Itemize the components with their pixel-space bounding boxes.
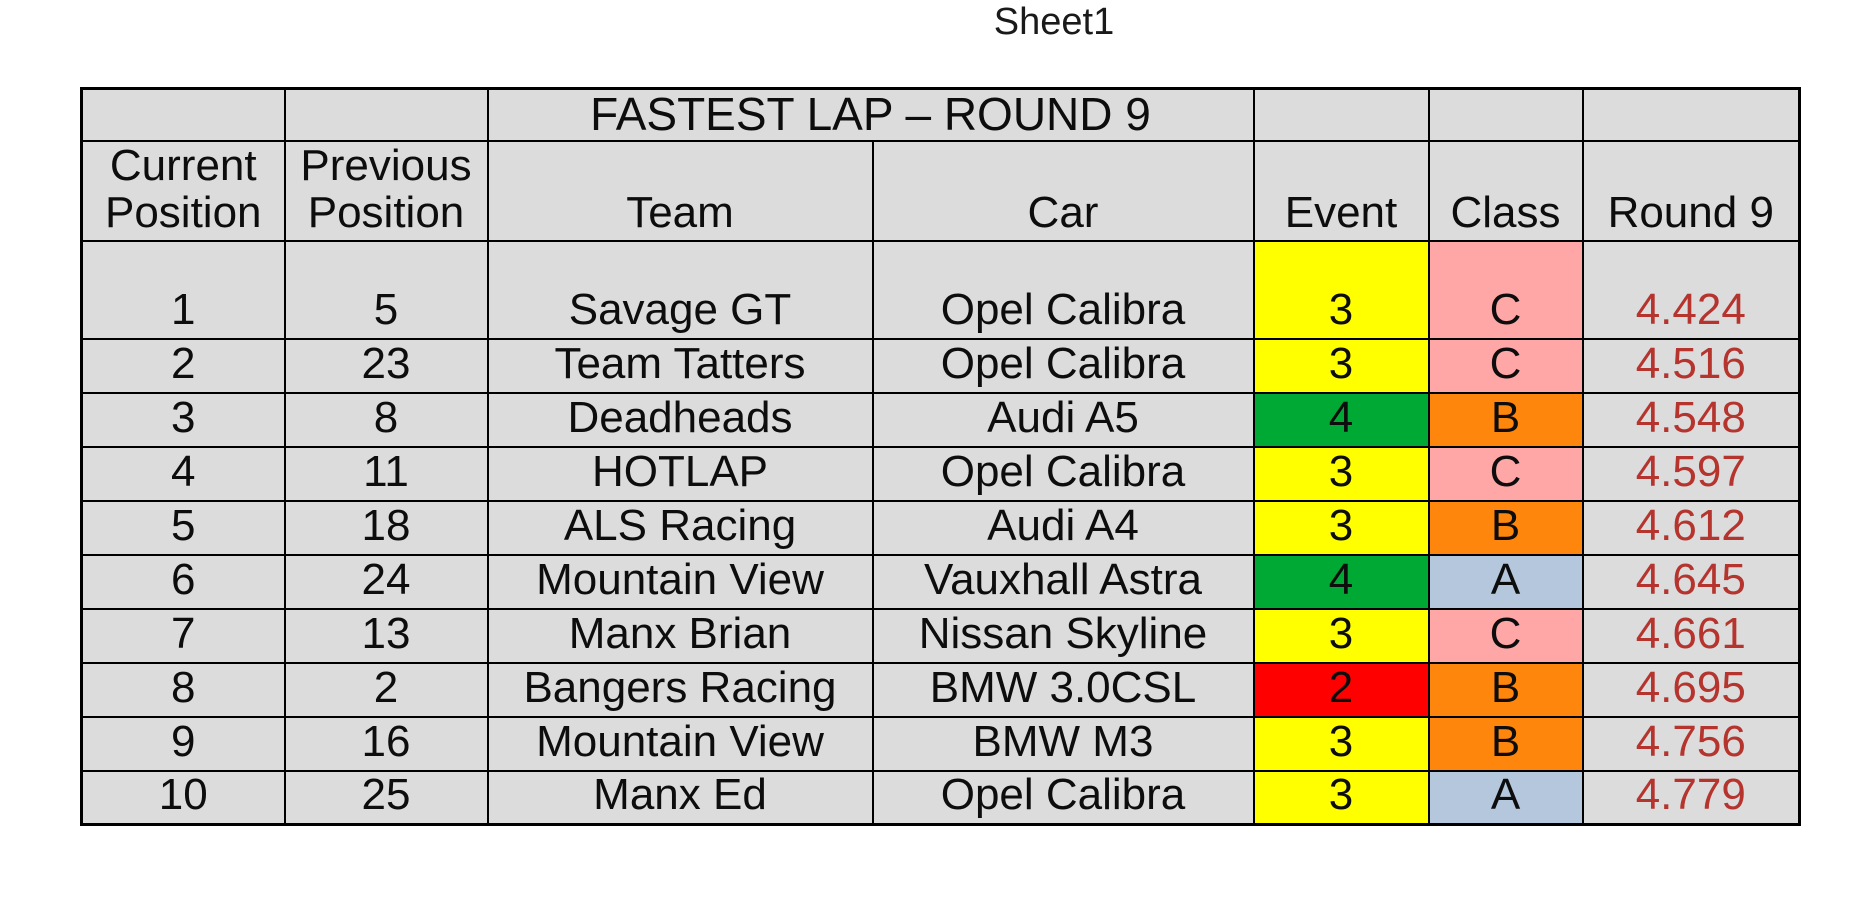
col-header-car[interactable]: Car: [871, 139, 1255, 242]
col-header-round9[interactable]: Round 9: [1581, 139, 1801, 242]
table-row: 3 8 Deadheads Audi A5 4 B 4.548: [80, 391, 1801, 448]
empty-cell[interactable]: [1427, 87, 1584, 142]
table-row: 2 23 Team Tatters Opel Calibra 3 C 4.516: [80, 337, 1801, 394]
cell-event[interactable]: 3: [1252, 337, 1430, 394]
table-title-row: FASTEST LAP – ROUND 9: [80, 87, 1801, 142]
cell-round9[interactable]: 4.597: [1581, 445, 1801, 502]
cell-class[interactable]: C: [1427, 445, 1584, 502]
cell-class[interactable]: B: [1427, 391, 1584, 448]
cell-event[interactable]: 3: [1252, 445, 1430, 502]
cell-team[interactable]: ALS Racing: [486, 499, 874, 556]
cell-team[interactable]: Deadheads: [486, 391, 874, 448]
cell-class[interactable]: A: [1427, 769, 1584, 826]
cell-car[interactable]: Audi A4: [871, 499, 1255, 556]
cell-previous-position[interactable]: 24: [283, 553, 489, 610]
cell-previous-position[interactable]: 5: [283, 239, 489, 340]
cell-round9[interactable]: 4.645: [1581, 553, 1801, 610]
cell-event[interactable]: 4: [1252, 553, 1430, 610]
cell-round9[interactable]: 4.695: [1581, 661, 1801, 718]
cell-class[interactable]: B: [1427, 715, 1584, 772]
col-header-event[interactable]: Event: [1252, 139, 1430, 242]
cell-event[interactable]: 4: [1252, 391, 1430, 448]
cell-event[interactable]: 3: [1252, 715, 1430, 772]
cell-team[interactable]: Manx Brian: [486, 607, 874, 664]
cell-event[interactable]: 3: [1252, 607, 1430, 664]
cell-current-position[interactable]: 4: [80, 445, 286, 502]
results-table: FASTEST LAP – ROUND 9 Current Position P…: [80, 87, 1801, 827]
col-header-team[interactable]: Team: [486, 139, 874, 242]
col-header-current-position[interactable]: Current Position: [80, 139, 286, 242]
table-row: 8 2 Bangers Racing BMW 3.0CSL 2 B 4.695: [80, 661, 1801, 718]
cell-previous-position[interactable]: 11: [283, 445, 489, 502]
table-row: 10 25 Manx Ed Opel Calibra 3 A 4.779: [80, 769, 1801, 826]
table-row: 7 13 Manx Brian Nissan Skyline 3 C 4.661: [80, 607, 1801, 664]
cell-current-position[interactable]: 3: [80, 391, 286, 448]
table-row: 9 16 Mountain View BMW M3 3 B 4.756: [80, 715, 1801, 772]
cell-current-position[interactable]: 6: [80, 553, 286, 610]
cell-round9[interactable]: 4.612: [1581, 499, 1801, 556]
table-row: 5 18 ALS Racing Audi A4 3 B 4.612: [80, 499, 1801, 556]
cell-car[interactable]: Opel Calibra: [871, 337, 1255, 394]
cell-current-position[interactable]: 2: [80, 337, 286, 394]
cell-round9[interactable]: 4.779: [1581, 769, 1801, 826]
cell-round9[interactable]: 4.516: [1581, 337, 1801, 394]
cell-class[interactable]: B: [1427, 499, 1584, 556]
empty-cell[interactable]: [1581, 87, 1801, 142]
cell-class[interactable]: B: [1427, 661, 1584, 718]
cell-current-position[interactable]: 5: [80, 499, 286, 556]
table-row: 6 24 Mountain View Vauxhall Astra 4 A 4.…: [80, 553, 1801, 610]
empty-cell[interactable]: [1252, 87, 1430, 142]
cell-car[interactable]: Nissan Skyline: [871, 607, 1255, 664]
cell-team[interactable]: Bangers Racing: [486, 661, 874, 718]
cell-current-position[interactable]: 7: [80, 607, 286, 664]
cell-team[interactable]: HOTLAP: [486, 445, 874, 502]
cell-previous-position[interactable]: 23: [283, 337, 489, 394]
cell-team[interactable]: Savage GT: [486, 239, 874, 340]
cell-team[interactable]: Mountain View: [486, 715, 874, 772]
col-header-class[interactable]: Class: [1427, 139, 1584, 242]
cell-car[interactable]: Opel Calibra: [871, 769, 1255, 826]
cell-previous-position[interactable]: 16: [283, 715, 489, 772]
cell-car[interactable]: BMW M3: [871, 715, 1255, 772]
cell-round9[interactable]: 4.756: [1581, 715, 1801, 772]
sheet-title: Sheet1: [993, 1, 1115, 43]
cell-team[interactable]: Mountain View: [486, 553, 874, 610]
cell-team[interactable]: Manx Ed: [486, 769, 874, 826]
cell-previous-position[interactable]: 2: [283, 661, 489, 718]
table-row: 4 11 HOTLAP Opel Calibra 3 C 4.597: [80, 445, 1801, 502]
cell-previous-position[interactable]: 25: [283, 769, 489, 826]
cell-event[interactable]: 2: [1252, 661, 1430, 718]
table-row: 1 5 Savage GT Opel Calibra 3 C 4.424: [80, 239, 1801, 340]
cell-previous-position[interactable]: 18: [283, 499, 489, 556]
cell-car[interactable]: Vauxhall Astra: [871, 553, 1255, 610]
cell-previous-position[interactable]: 13: [283, 607, 489, 664]
cell-current-position[interactable]: 1: [80, 239, 286, 340]
cell-event[interactable]: 3: [1252, 499, 1430, 556]
empty-cell[interactable]: [283, 87, 489, 142]
cell-event[interactable]: 3: [1252, 239, 1430, 340]
cell-class[interactable]: C: [1427, 239, 1584, 340]
cell-previous-position[interactable]: 8: [283, 391, 489, 448]
empty-cell[interactable]: [80, 87, 286, 142]
cell-round9[interactable]: 4.548: [1581, 391, 1801, 448]
cell-class[interactable]: A: [1427, 553, 1584, 610]
cell-car[interactable]: BMW 3.0CSL: [871, 661, 1255, 718]
cell-car[interactable]: Audi A5: [871, 391, 1255, 448]
cell-car[interactable]: Opel Calibra: [871, 239, 1255, 340]
cell-event[interactable]: 3: [1252, 769, 1430, 826]
cell-round9[interactable]: 4.661: [1581, 607, 1801, 664]
cell-car[interactable]: Opel Calibra: [871, 445, 1255, 502]
table-header-row: Current Position Previous Position Team …: [80, 139, 1801, 242]
cell-current-position[interactable]: 9: [80, 715, 286, 772]
cell-current-position[interactable]: 8: [80, 661, 286, 718]
cell-round9[interactable]: 4.424: [1581, 239, 1801, 340]
table-title-cell[interactable]: FASTEST LAP – ROUND 9: [486, 87, 1255, 142]
cell-current-position[interactable]: 10: [80, 769, 286, 826]
col-header-previous-position[interactable]: Previous Position: [283, 139, 489, 242]
cell-class[interactable]: C: [1427, 337, 1584, 394]
cell-team[interactable]: Team Tatters: [486, 337, 874, 394]
cell-class[interactable]: C: [1427, 607, 1584, 664]
